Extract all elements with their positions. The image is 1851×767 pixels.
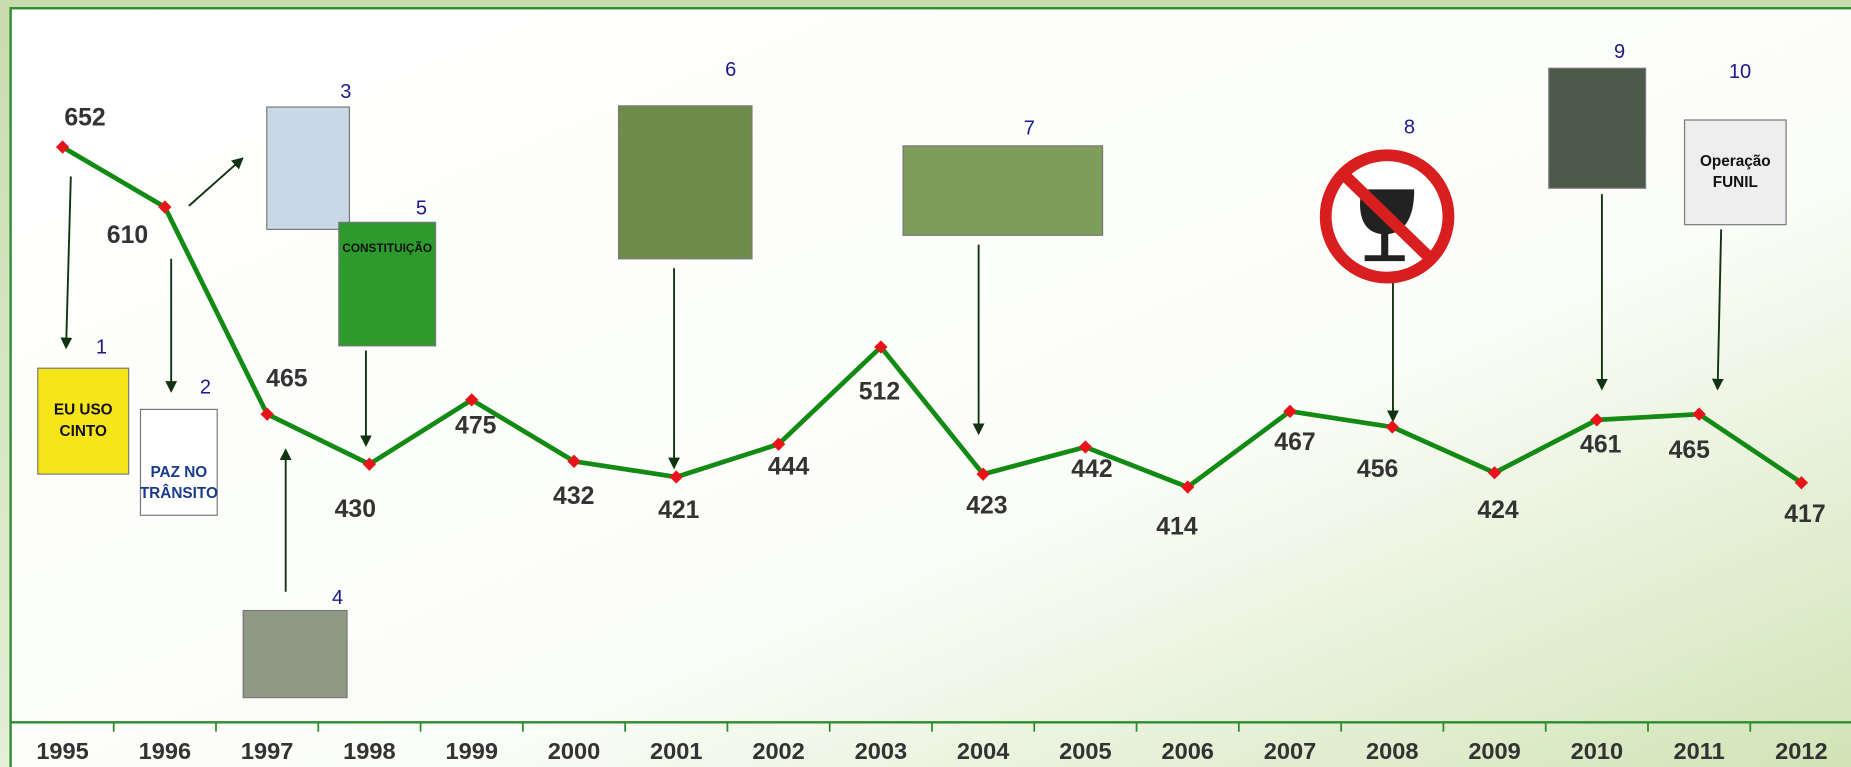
value-label: 417 <box>1784 501 1825 528</box>
value-label: 465 <box>266 366 308 393</box>
chart: 1 EU USO CINTO 2 PAZ NO TRÂNSITO 3 4 5 CONSTITUIÇ… <box>0 0 1851 767</box>
x-tick-label: 2010 <box>1571 738 1623 764</box>
x-tick-label: 1997 <box>241 738 293 764</box>
x-tick-label: 2012 <box>1775 738 1827 764</box>
value-label: 467 <box>1274 429 1315 456</box>
annotation-number: 6 <box>725 59 736 81</box>
x-tick-label: 1996 <box>139 738 191 764</box>
x-tick-label: 2003 <box>855 738 907 764</box>
x-tick-label: 2000 <box>548 738 600 764</box>
annotation-number: 3 <box>340 81 351 103</box>
annotation-image <box>619 106 752 259</box>
annotation-image <box>1549 68 1646 188</box>
value-label: 432 <box>553 483 594 510</box>
annotation-number: 2 <box>200 377 211 399</box>
annotation-image <box>903 146 1103 235</box>
x-tick-label: 1995 <box>36 738 88 764</box>
x-tick-label: 2001 <box>650 738 702 764</box>
x-tick-label: 2005 <box>1059 738 1111 764</box>
value-label: 465 <box>1669 437 1711 464</box>
image-text: TRÂNSITO <box>140 484 218 502</box>
image-text: CINTO <box>60 423 107 440</box>
annotation-image <box>38 368 129 474</box>
image-text: FUNIL <box>1713 174 1758 191</box>
page: 1 EU USO CINTO 2 PAZ NO TRÂNSITO 3 4 5 CONSTITUIÇ… <box>0 0 1851 767</box>
annotation-image <box>339 222 436 346</box>
x-tick-label: 1998 <box>343 738 395 764</box>
x-tick-label: 2008 <box>1366 738 1418 764</box>
annotation-number: 5 <box>416 198 427 220</box>
value-label: 475 <box>455 413 497 440</box>
annotation-number: 4 <box>332 587 343 609</box>
x-tick-label: 1999 <box>445 738 497 764</box>
value-label: 610 <box>107 222 148 249</box>
annotation-image <box>243 611 347 698</box>
image-text: PAZ NO <box>150 464 207 481</box>
x-tick-label: 2004 <box>957 738 1009 764</box>
value-label: 421 <box>658 497 700 524</box>
annotation-image <box>267 107 350 229</box>
image-text: EU USO <box>54 402 113 419</box>
value-label: 456 <box>1357 456 1398 483</box>
annotation-number: 9 <box>1614 41 1625 63</box>
image-text: CONSTITUIÇÃO <box>342 242 432 255</box>
x-tick-label: 2011 <box>1674 738 1725 764</box>
value-label: 423 <box>966 493 1007 520</box>
x-tick-label: 2009 <box>1468 738 1520 764</box>
x-tick-label: 2002 <box>752 738 804 764</box>
x-tick-label: 2007 <box>1264 738 1316 764</box>
image-text: Operação <box>1700 153 1771 170</box>
value-label: 652 <box>64 104 105 131</box>
annotation-number: 10 <box>1729 61 1751 83</box>
value-label: 461 <box>1580 431 1622 458</box>
value-label: 444 <box>768 454 810 481</box>
x-tick-label: 2006 <box>1161 738 1213 764</box>
value-label: 442 <box>1071 456 1112 483</box>
value-label: 414 <box>1156 514 1198 541</box>
annotation-number: 7 <box>1024 118 1035 140</box>
value-label: 424 <box>1477 497 1519 524</box>
annotation-image <box>1685 120 1787 225</box>
value-label: 512 <box>859 378 900 405</box>
value-label: 430 <box>335 496 376 523</box>
annotation-number: 1 <box>96 337 107 359</box>
annotation-number: 8 <box>1404 117 1415 139</box>
